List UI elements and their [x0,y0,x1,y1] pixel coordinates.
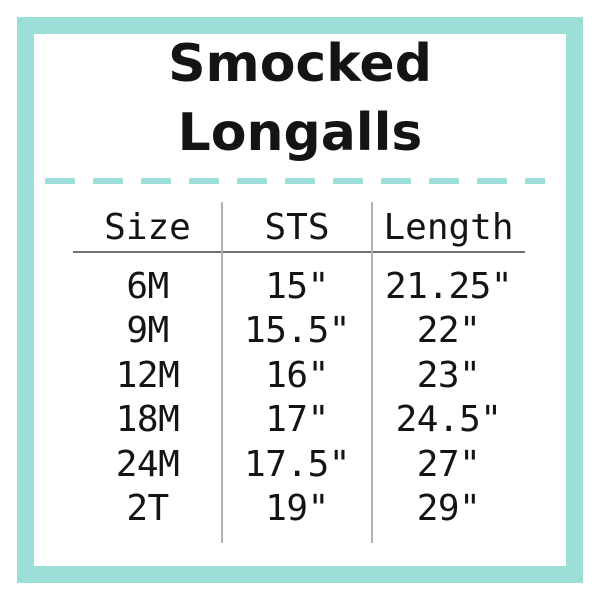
header-underline [73,251,525,253]
cell-size: 2T [126,488,169,530]
dashed-divider [45,178,545,184]
column-header-size: Size [104,206,191,248]
cell-sts: 19" [265,488,329,530]
chart-title: Smocked Longalls [34,30,566,168]
cell-sts: 17.5" [244,443,350,485]
column-header-sts: STS [264,206,330,248]
cell-length: 22" [416,310,481,352]
cell-sts: 17" [265,399,329,441]
column-divider-2 [371,202,373,543]
cell-length: 23" [416,354,481,396]
cell-length: 24.5" [395,399,502,441]
cell-sts: 15" [265,265,329,307]
size-table-body: 6M 15" 21.25" 9M 15.5" 22" 12M 16" 23" 1… [73,264,525,531]
column-divider-1 [221,202,223,543]
cell-size: 9M [126,310,169,352]
cell-length: 29" [416,488,481,530]
cell-sts: 15.5" [244,310,350,352]
cell-size: 24M [115,443,180,485]
cell-size: 18M [115,399,180,441]
cell-length: 27" [416,443,481,485]
size-chart-frame [17,17,583,583]
chart-title-line-1: Smocked [168,34,432,94]
chart-title-line-2: Longalls [177,103,423,163]
table-header-row: Size STS Length [73,202,525,252]
cell-length: 21.25" [384,265,513,307]
column-header-length: Length [383,206,514,248]
cell-sts: 16" [265,354,329,396]
cell-size: 12M [115,354,180,396]
cell-size: 6M [126,265,169,307]
